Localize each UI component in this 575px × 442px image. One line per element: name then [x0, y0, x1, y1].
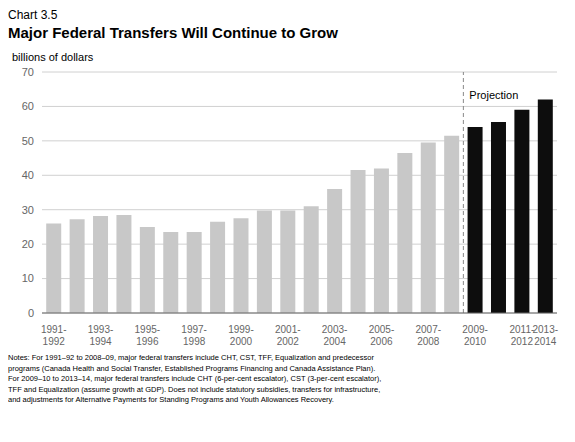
html-text:Chart 3.5: Chart 3.5 [8, 8, 58, 22]
svg-text:2013-2014: 2013-2014 [533, 324, 559, 347]
svg-text:60: 60 [22, 100, 34, 112]
svg-text:Projection: Projection [469, 89, 518, 101]
html-text:billions of dollars: billions of dollars [12, 51, 94, 63]
svg-text:2001-2002: 2001-2002 [275, 324, 301, 347]
svg-text:1991-1992: 1991-1992 [41, 324, 67, 347]
html-text:Major Federal Transfers Will C: Major Federal Transfers Will Continue to… [8, 24, 338, 41]
svg-text:30: 30 [22, 204, 34, 216]
svg-text:1995-1996: 1995-1996 [135, 324, 161, 347]
svg-text:1999-2000: 1999-2000 [228, 324, 254, 347]
svg-text:50: 50 [22, 135, 34, 147]
svg-text:2005-2006: 2005-2006 [369, 324, 395, 347]
svg-text:2011-2012: 2011-2012 [509, 324, 534, 347]
svg-text:1993-1994: 1993-1994 [88, 324, 114, 347]
svg-text:1997-1998: 1997-1998 [181, 324, 207, 347]
svg-text:10: 10 [22, 272, 34, 284]
svg-text:0: 0 [28, 307, 34, 319]
svg-text:20: 20 [22, 238, 34, 250]
svg-text:2007-2008: 2007-2008 [415, 324, 441, 347]
svg-text:2009-2010: 2009-2010 [462, 324, 488, 347]
svg-text:40: 40 [22, 169, 34, 181]
html-text:Notes: For 1991–92 to 2008–09,: Notes: For 1991–92 to 2008–09, major fed… [8, 353, 382, 404]
svg-text:70: 70 [22, 66, 34, 78]
svg-text:2003-2004: 2003-2004 [322, 324, 348, 347]
